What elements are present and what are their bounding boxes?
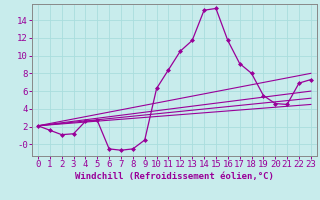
X-axis label: Windchill (Refroidissement éolien,°C): Windchill (Refroidissement éolien,°C) [75, 172, 274, 181]
